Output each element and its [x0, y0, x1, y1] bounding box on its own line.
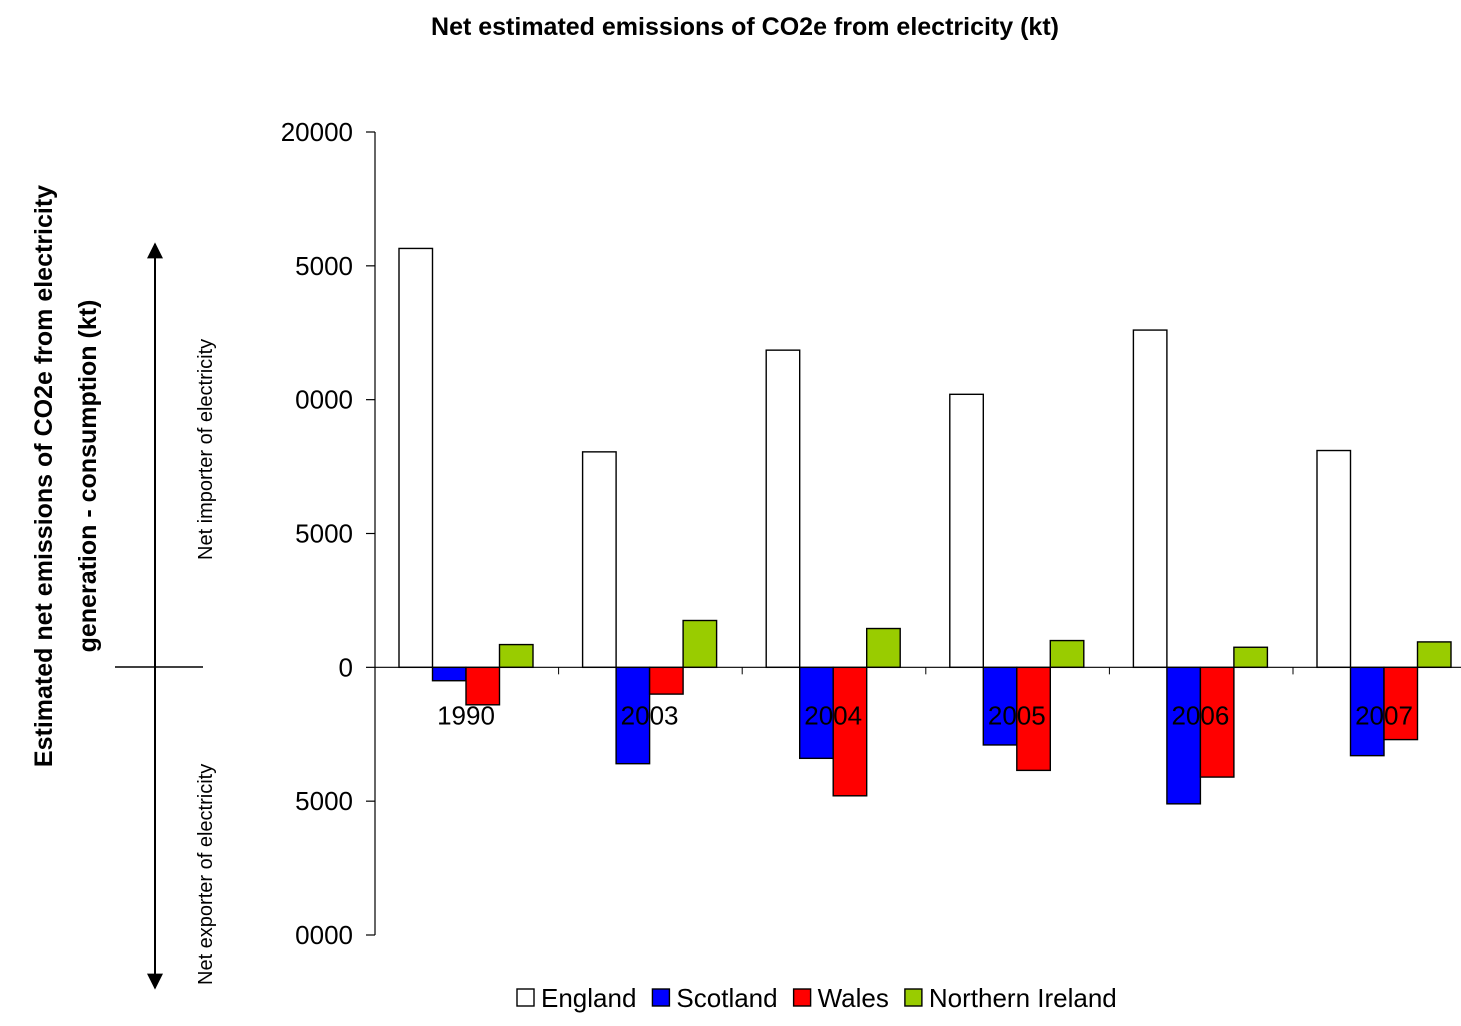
net-importer-note: Net importer of electricity: [195, 339, 217, 560]
x-category-label: 1990: [437, 700, 495, 730]
bars: [398, 247, 1452, 805]
bar-scotland-2007: [1349, 666, 1385, 757]
bar-england-2005: [949, 393, 984, 669]
legend-label-northern-ireland: Northern Ireland: [929, 983, 1117, 1013]
y-tick-label: 0: [339, 652, 353, 682]
x-category-label: 2007: [1355, 700, 1413, 730]
x-category-label: 2006: [1171, 700, 1229, 730]
x-category-label: 2003: [621, 700, 679, 730]
bar-england-2006: [1132, 329, 1168, 669]
legend-swatch-northern-ireland: [904, 988, 923, 1007]
bar-wales-2005: [1016, 666, 1051, 772]
bar-england-2004: [765, 349, 801, 669]
y-tick-label: 5000: [295, 519, 353, 549]
y-axis: 20000 5000 0000 5000 0 5000 0000: [281, 117, 376, 950]
chart-title: Net estimated emissions of CO2e from ele…: [431, 13, 1059, 41]
y-tick-label: 0000: [295, 920, 353, 950]
bar-northern-ireland-1990: [498, 643, 534, 669]
bar-england-2003: [581, 451, 617, 669]
bar-england-1990: [398, 247, 434, 669]
bar-wales-2004: [832, 666, 868, 797]
legend-swatch-scotland: [651, 988, 671, 1007]
y-axis-label-line-2: generation - consumption (kt): [74, 300, 102, 653]
x-category-label: 2004: [804, 700, 862, 730]
legend: England Scotland Wales Northern Ireland: [516, 983, 1117, 1013]
bar-northern-ireland-2006: [1233, 646, 1269, 669]
y-tick-label: 0000: [295, 385, 353, 415]
bar-scotland-1990: [431, 666, 467, 682]
category-labels: 1990 2003 2004 2005 2006 2007: [437, 700, 1413, 730]
y-axis-label: Estimated net emissions of CO2e from ele…: [30, 185, 102, 767]
x-axis: [374, 666, 1461, 675]
y-tick-label: 20000: [281, 117, 353, 147]
bar-scotland-2005: [982, 666, 1018, 746]
net-exporter-note: Net exporter of electricity: [195, 764, 217, 985]
bar-northern-ireland-2004: [866, 627, 901, 669]
bar-wales-2007: [1383, 666, 1419, 741]
bar-wales-2003: [648, 666, 684, 695]
bar-england-2007: [1316, 449, 1352, 669]
legend-swatch-wales: [792, 988, 812, 1007]
y-tick-label: 5000: [295, 786, 353, 816]
bar-northern-ireland-2007: [1416, 641, 1452, 669]
legend-label-scotland: Scotland: [676, 983, 777, 1013]
bar-wales-1990: [465, 666, 501, 706]
legend-label-england: England: [541, 983, 636, 1013]
bar-northern-ireland-2005: [1049, 639, 1085, 669]
y-tick-label: 5000: [295, 251, 353, 281]
bar-northern-ireland-2003: [682, 619, 718, 669]
bar-wales-2006: [1199, 666, 1235, 778]
x-category-label: 2005: [988, 700, 1046, 730]
legend-swatch-england: [516, 988, 535, 1007]
legend-label-wales: Wales: [818, 983, 889, 1013]
bar-scotland-2006: [1166, 666, 1202, 805]
y-axis-label-line-1: Estimated net emissions of CO2e from ele…: [30, 185, 58, 767]
